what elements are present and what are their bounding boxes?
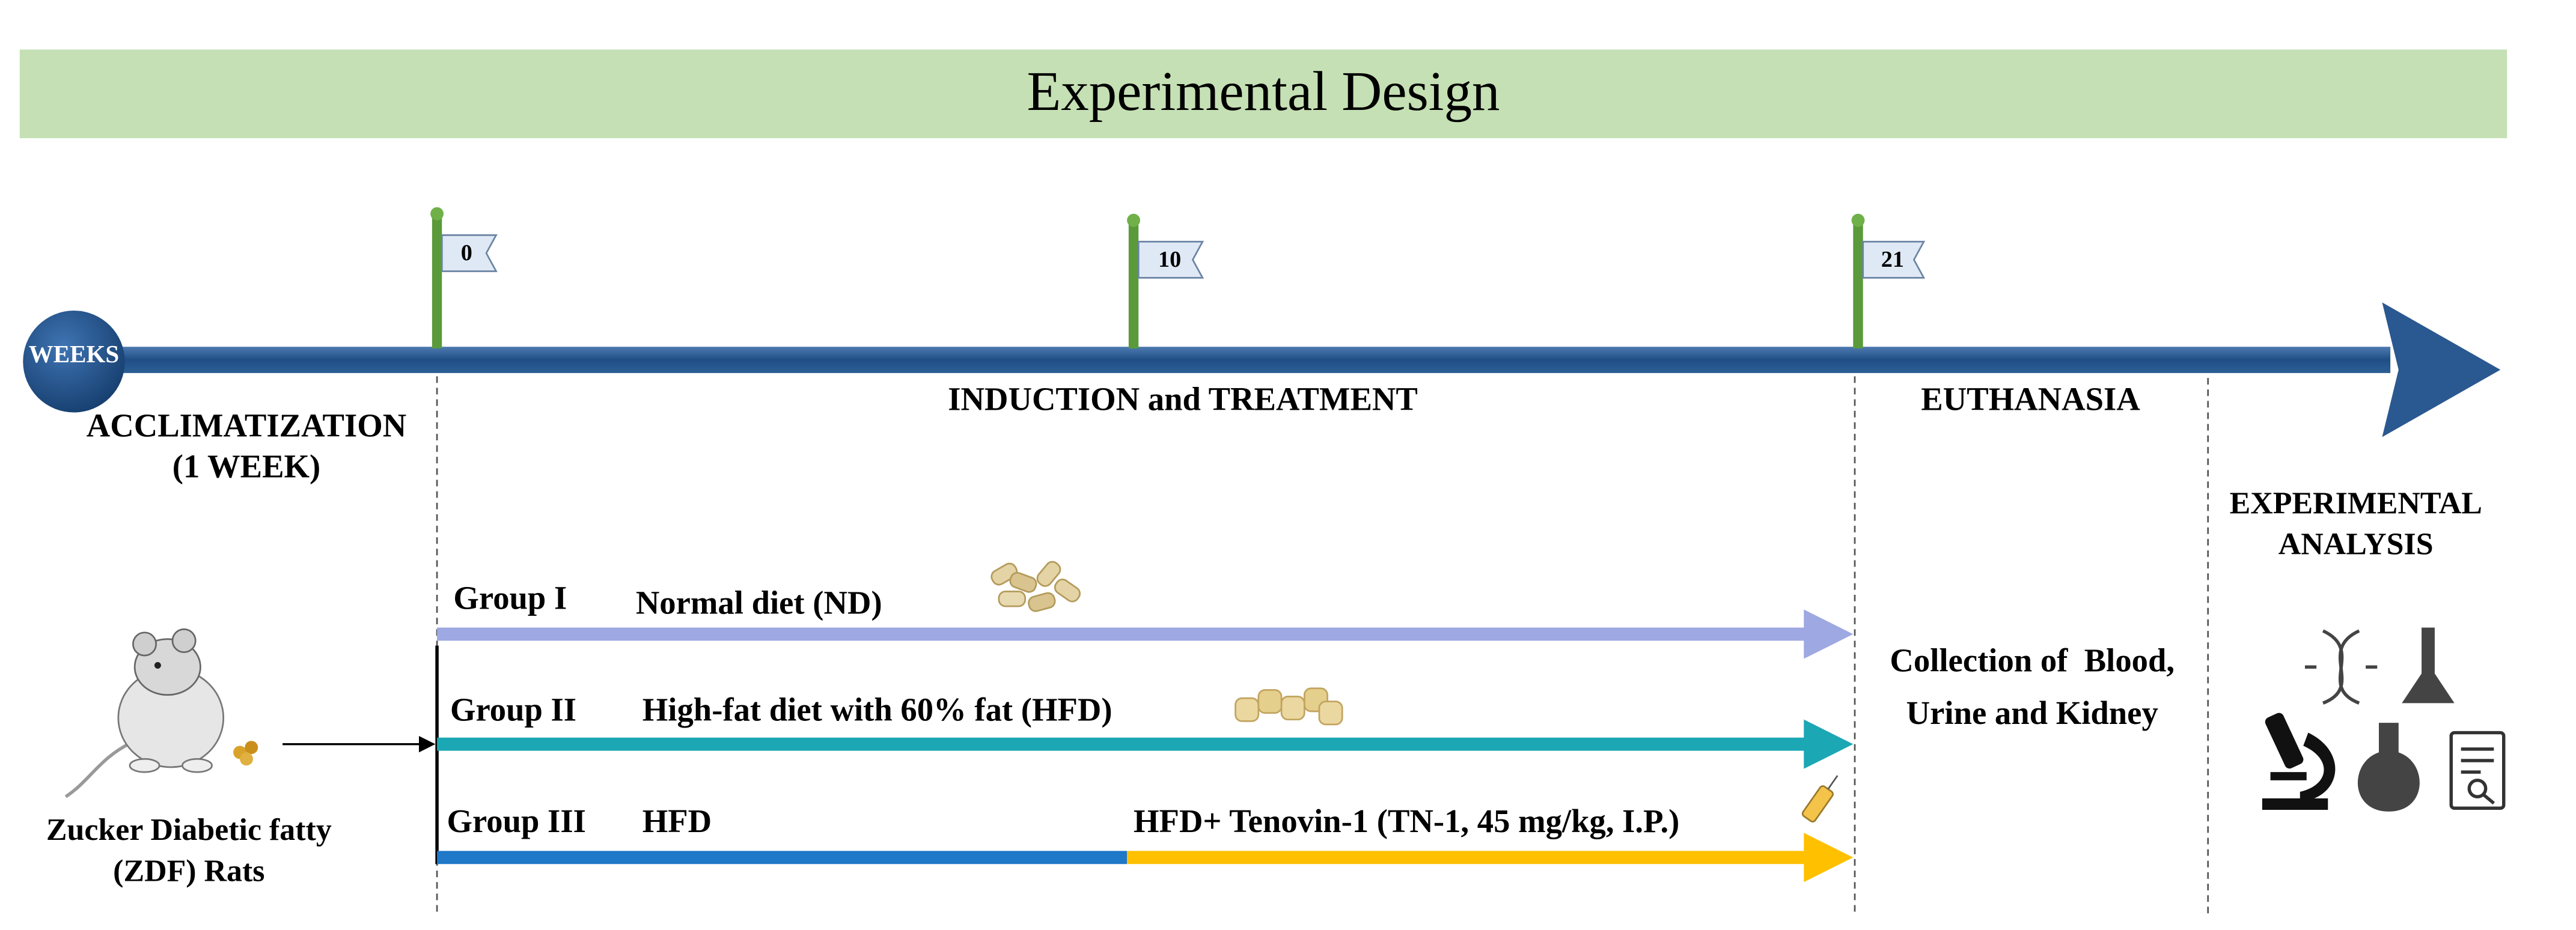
pellet: [1318, 701, 1343, 726]
pellets: [990, 561, 1081, 612]
pellet: [1235, 697, 1260, 722]
group-diet: HFD: [642, 803, 712, 839]
group-arrow: [437, 627, 1811, 641]
microscope-arm: [2300, 732, 2336, 802]
rat-ear: [132, 631, 157, 657]
flag: 0: [430, 207, 498, 348]
flag-tip: [430, 207, 444, 220]
animal-label: Zucker Diabetic fatty: [46, 813, 332, 847]
flag: 21: [1851, 213, 1926, 348]
microscope-stage: [2270, 772, 2307, 780]
pellet: [1036, 561, 1061, 587]
flask-icon: [2402, 627, 2455, 704]
group-diet: High-fat diet with 60% fat (HFD): [642, 691, 1113, 728]
pellet: [1257, 689, 1283, 714]
report-page: [2449, 731, 2506, 810]
timeline-shaft: [74, 347, 2391, 373]
group-arrow: [437, 851, 1128, 865]
flag-label: 10: [1158, 247, 1181, 272]
rat-illustration: [64, 628, 258, 798]
group-name: Group III: [447, 803, 585, 839]
weeks-label: WEEKS: [29, 340, 119, 368]
report-lens: [2467, 779, 2488, 798]
report-icon: [2449, 731, 2506, 810]
pellets: [1235, 687, 1343, 726]
title: Experimental Design: [1027, 61, 1500, 123]
phase-label: ACCLIMATIZATION: [87, 407, 406, 443]
pellet: [1028, 592, 1056, 612]
flag-label: 21: [1881, 247, 1904, 272]
report-lens-handle: [2483, 794, 2495, 805]
pellet: [1009, 572, 1037, 593]
group-treatment: HFD+ Tenovin-1 (TN-1, 45 mg/kg, I.P.): [1134, 803, 1679, 839]
timeline-head: [2382, 302, 2501, 437]
syringe-barrel: [1801, 785, 1834, 822]
group-diet: Normal diet (ND): [636, 585, 882, 621]
flag-pole: [1128, 220, 1139, 348]
phase-label: (1 WEEK): [172, 448, 321, 485]
rat-foot: [182, 758, 213, 773]
flag-tip: [1127, 213, 1140, 227]
phase-label: ANALYSIS: [2278, 527, 2434, 562]
rat-foot: [129, 758, 160, 773]
flag-tip: [1851, 213, 1865, 227]
title-bar: [19, 49, 2507, 139]
dna-strand: [2322, 629, 2360, 705]
group-arrowhead: [1804, 833, 1854, 883]
rat-ear: [171, 628, 197, 653]
rat-eye: [154, 662, 161, 669]
pellet: [990, 562, 1018, 586]
group-arrowhead: [1804, 719, 1854, 769]
food-pellet: [240, 752, 253, 766]
allocation-arrowhead: [419, 736, 436, 753]
dna-icon: [2304, 629, 2378, 705]
pellet: [1054, 579, 1081, 603]
flag-banner: [1862, 240, 1926, 279]
rat-tail: [64, 741, 132, 798]
phase-label: INDUCTION and TREATMENT: [948, 381, 1418, 418]
flag-banner: [441, 234, 498, 272]
phase-label: EXPERIMENTAL: [2230, 486, 2482, 520]
weeks-badge: [23, 311, 125, 413]
flag: 10: [1127, 213, 1204, 348]
group-name: Group II: [450, 691, 576, 728]
group-arrowhead: [1804, 609, 1854, 659]
flag-pole: [1853, 220, 1863, 348]
microscope-icon: [2262, 713, 2336, 810]
collection-label: Urine and Kidney: [1906, 694, 2158, 731]
syringe-needle: [1827, 775, 1839, 790]
group-arrow: [1127, 851, 1811, 865]
animal-label: (ZDF) Rats: [113, 854, 264, 889]
beaker-icon: [2357, 723, 2420, 812]
group-arrow: [437, 737, 1811, 751]
microscope-base: [2262, 798, 2328, 810]
group-name: Group I: [453, 579, 567, 616]
flag-pole: [432, 213, 442, 348]
phase-label: EUTHANASIA: [1921, 381, 2140, 418]
collection-label: Collection of Blood,: [1890, 642, 2175, 678]
pellet: [1280, 696, 1305, 721]
microscope-tube: [2265, 713, 2304, 769]
flag-label: 0: [461, 240, 472, 266]
syringe: [1801, 775, 1839, 822]
flag-banner: [1137, 240, 1204, 279]
food-pellet: [245, 741, 258, 755]
pellet: [998, 591, 1027, 607]
